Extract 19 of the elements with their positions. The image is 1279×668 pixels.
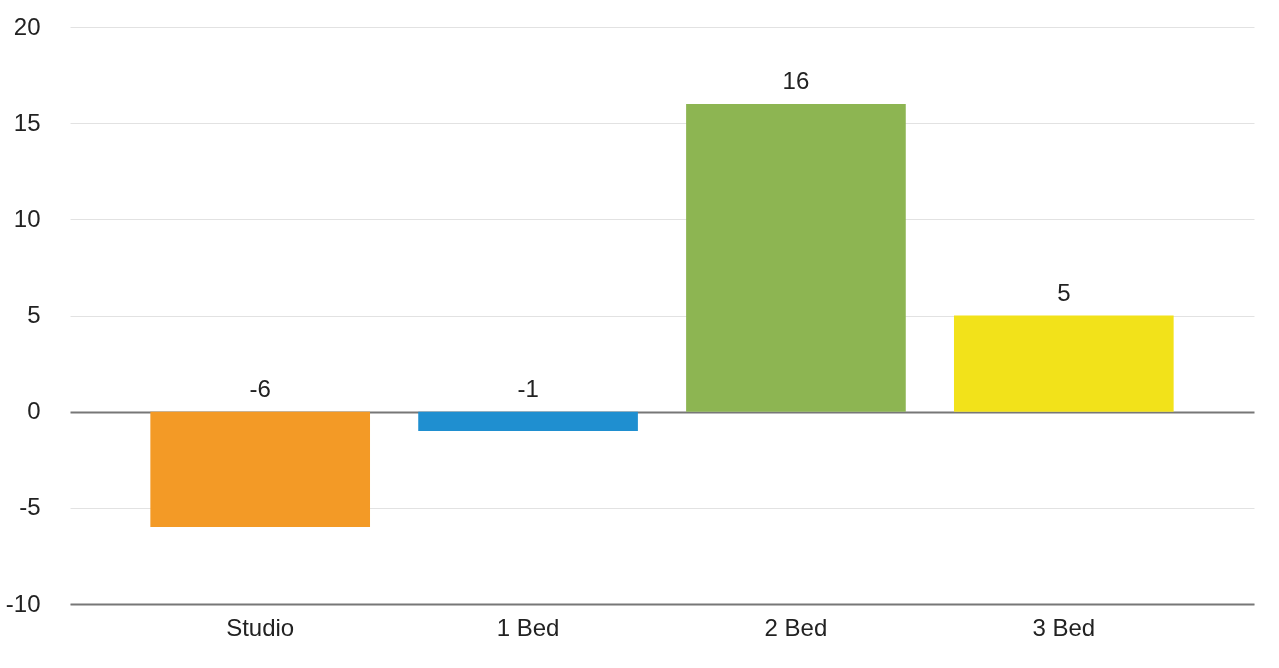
y-tick-label: 10: [13, 204, 41, 232]
bar: [418, 411, 638, 431]
data-label: 16: [782, 66, 810, 94]
y-tick-label: -5: [19, 493, 41, 521]
y-tick-label: 0: [27, 397, 41, 425]
data-label: 5: [1057, 278, 1071, 306]
y-tick-label: 5: [27, 301, 41, 328]
data-label: -1: [517, 374, 539, 402]
x-tick-label: 1 Bed: [496, 613, 560, 641]
bar: [686, 103, 906, 412]
bar: [150, 411, 371, 528]
x-tick-label: 3 Bed: [1032, 613, 1096, 641]
x-tick-label: Studio: [226, 613, 295, 641]
y-tick-label: 20: [13, 12, 41, 40]
y-tick-label: -10: [5, 589, 41, 617]
x-tick-label: 2 Bed: [764, 613, 828, 641]
bar: [953, 315, 1174, 412]
data-label: -6: [249, 374, 271, 402]
y-tick-label: 15: [13, 108, 41, 136]
